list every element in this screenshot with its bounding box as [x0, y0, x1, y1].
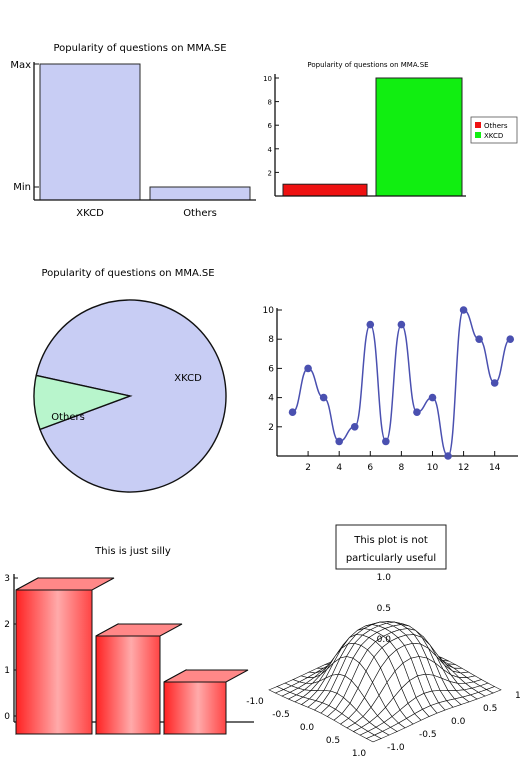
pie-chart: Popularity of questions on MMA.SE XKCD O… [33, 268, 227, 493]
bar-legend-chart: Popularity of questions on MMA.SE 2 4 6 8 10… [263, 61, 518, 197]
surface-xtick-2: 0.0 [300, 723, 315, 733]
bar-legend-legend: Others XKCD [470, 116, 518, 144]
bar-legend-ytick-label-8: 8 [268, 99, 272, 107]
bar-legend-ytick-label-2: 2 [268, 169, 272, 177]
bar-legend-bar-xkcd [375, 77, 463, 197]
surface-xtick-4: 1.0 [352, 749, 367, 759]
legend-swatch-others [475, 122, 481, 128]
line-point-11 [444, 452, 452, 460]
pie-title: Popularity of questions on MMA.SE [41, 268, 214, 279]
bar-maxmin-bar-xkcd [39, 63, 141, 201]
line-point-9 [413, 408, 421, 417]
line-point-10 [428, 393, 437, 402]
line-ytick-label-2: 2 [268, 423, 274, 433]
line-point-7 [382, 437, 390, 446]
line-point-2 [304, 364, 312, 373]
line-xtick-label-12: 12 [458, 463, 469, 473]
line-xtick-label-8: 8 [399, 463, 405, 473]
bar3d-ytick-label-0: 0 [4, 712, 10, 722]
surface-chart: This plot is not particularly useful -1.… [246, 524, 520, 759]
surface-xtick-0: -1.0 [246, 697, 264, 707]
line-xtick-label-10: 10 [427, 463, 439, 473]
line-point-14 [490, 379, 499, 387]
legend-label-others: Others [484, 122, 508, 130]
legend-box [470, 116, 518, 144]
bar3d-front-1 [15, 589, 93, 735]
line-point-4 [335, 437, 343, 446]
line-point-13 [475, 335, 483, 344]
line-point-1 [288, 408, 297, 417]
bar-maxmin-bar-others [149, 186, 251, 201]
pie-slice-others [33, 374, 133, 431]
bar3d-front-3 [163, 681, 227, 735]
bar3d-ytick-label-2: 2 [4, 620, 10, 630]
surface-title-box [335, 524, 447, 570]
surface-ztick-0: 0.0 [377, 635, 392, 645]
bar-maxmin-xlabel-xkcd: XKCD [76, 208, 104, 219]
line-xtick-label-2: 2 [305, 463, 311, 473]
bar-legend-bar-others [282, 183, 368, 197]
bar3d-title: This is just silly [94, 546, 171, 557]
bar-legend-ytick-label-6: 6 [268, 122, 273, 130]
bar3d-top-1 [15, 577, 115, 591]
bar-maxmin-title: Popularity of questions on MMA.SE [53, 43, 226, 54]
line-xtick-label-14: 14 [489, 463, 501, 473]
surface-ytick-4: -1.0 [387, 743, 405, 753]
bar-maxmin-ytick-min: Min [13, 182, 31, 193]
bar-legend-title: Popularity of questions on MMA.SE [307, 61, 428, 69]
pie-label-xkcd: XKCD [174, 373, 202, 384]
bar3d-top-2 [95, 623, 183, 637]
line-ytick-label-8: 8 [268, 335, 274, 345]
surface-xtick-1: -0.5 [272, 710, 290, 720]
bar-legend-ytick-label-10: 10 [263, 75, 272, 83]
bar-maxmin-xlabel-others: Others [183, 208, 217, 219]
pie-label-others: Others [51, 412, 85, 423]
line-point-6 [366, 320, 375, 329]
surface-title-line1: This plot is not [353, 535, 428, 546]
bar3d-ytick-label-1: 1 [4, 666, 10, 676]
bar3d-front-2 [95, 635, 161, 735]
line-point-15 [506, 335, 515, 344]
line-series [292, 309, 511, 457]
line-ytick-label-6: 6 [268, 364, 274, 374]
line-ytick-label-4: 4 [268, 394, 274, 404]
bar3d-chart: This is just silly 0 1 2 3 [4, 546, 254, 735]
surface-ytick-3: -0.5 [419, 730, 437, 740]
line-point-8 [397, 320, 406, 329]
surface-ztick-2: 1.0 [377, 573, 392, 583]
line-chart: 2 4 6 8 10 2 4 6 8 10 12 14 [263, 306, 518, 473]
bar3d-ytick-label-3: 3 [4, 574, 10, 584]
surface-ytick-2: 0.0 [451, 717, 466, 727]
bar3d-top-3 [163, 669, 249, 683]
surface-xtick-3: 0.5 [326, 736, 340, 746]
line-point-12 [459, 306, 468, 314]
line-xtick-label-6: 6 [367, 463, 373, 473]
bar-maxmin-ytick-max: Max [10, 60, 31, 71]
bar-legend-ytick-label-4: 4 [268, 146, 273, 154]
surface-ztick-1: 0.5 [377, 604, 391, 614]
surface-cell [365, 734, 382, 743]
line-ytick-label-10: 10 [263, 306, 275, 316]
line-point-5 [350, 423, 359, 431]
surface-ytick-1: 0.5 [483, 704, 497, 714]
legend-label-xkcd: XKCD [484, 132, 503, 140]
line-point-3 [319, 393, 328, 402]
surface-ytick-0: 1.0 [515, 691, 520, 701]
surface-title-line2: particularly useful [346, 553, 436, 564]
bar-maxmin-chart: Popularity of questions on MMA.SE Max Mi… [10, 43, 256, 219]
line-xtick-label-4: 4 [336, 463, 342, 473]
legend-swatch-xkcd [475, 132, 481, 138]
